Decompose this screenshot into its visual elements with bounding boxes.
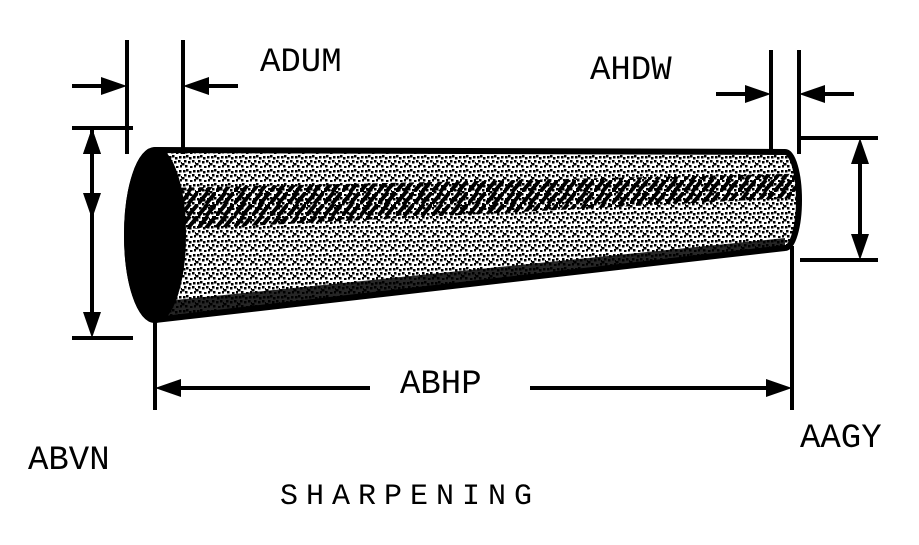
label-adum: ADUM [260,44,342,82]
caption-sharpening: SHARPENING [280,480,540,514]
sharpening-stone-diagram [0,0,919,545]
label-aagy: AAGY [800,420,882,458]
label-ahdw: AHDW [590,52,672,90]
label-abhp: ABHP [400,366,482,404]
label-abvn: ABVN [28,442,110,480]
